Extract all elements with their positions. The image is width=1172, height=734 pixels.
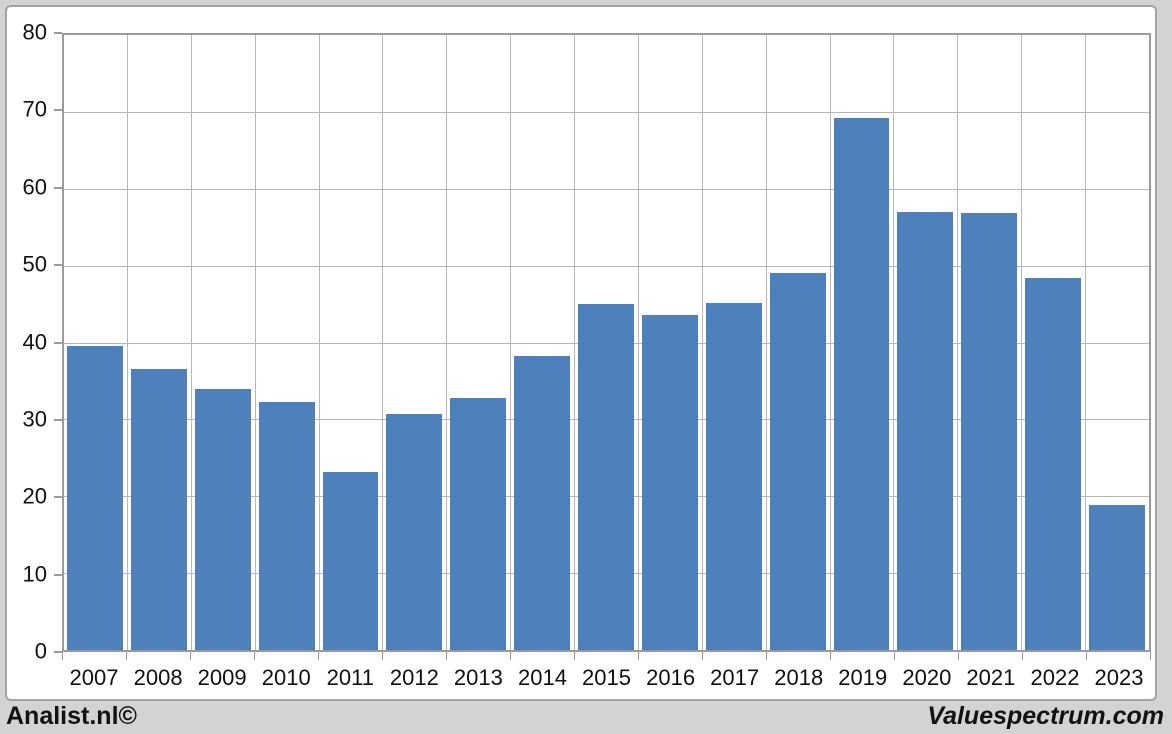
x-tick-slot-2011 [319, 652, 383, 660]
bar-2015 [578, 304, 634, 650]
bar-2019 [833, 118, 890, 650]
bar-slots [64, 35, 1149, 650]
y-tick-50 [54, 264, 62, 267]
gridline-y-70 [64, 111, 1149, 113]
bar-slot-2007 [64, 35, 128, 650]
x-tick-label-2019: 2019 [838, 665, 888, 690]
bar-slot-2022 [1022, 35, 1086, 650]
bar-slot-2012 [383, 35, 448, 650]
bar-slot-2021 [958, 35, 1023, 650]
x-axis-ticks [62, 652, 1151, 660]
gridline-y-60 [64, 188, 1149, 190]
x-tick-label-2017: 2017 [710, 665, 760, 690]
bar-slot-2009 [192, 35, 256, 650]
y-tick-label-70: 70 [22, 96, 47, 122]
y-tick-70 [54, 109, 62, 112]
x-tick-label-2016: 2016 [646, 665, 696, 690]
chart-panel: 0 10 20 30 40 50 60 70 80 2007 2008 2009 2010 2011 20… [5, 5, 1157, 701]
y-tick-label-20: 20 [22, 483, 47, 509]
bar-2012 [386, 414, 443, 650]
bar-2013 [450, 397, 507, 650]
bar-2008 [130, 369, 187, 650]
x-tick-label-2015: 2015 [582, 665, 631, 690]
bar-2014 [514, 355, 570, 650]
gridline-y-50 [64, 265, 1149, 267]
y-tick-label-0: 0 [34, 638, 47, 664]
x-tick-label-2009: 2009 [197, 665, 247, 690]
y-tick-label-10: 10 [22, 561, 47, 587]
y-tick-label-30: 30 [22, 406, 47, 432]
x-tick-slot-2020 [895, 652, 959, 660]
bar-slot-2015 [575, 35, 639, 650]
y-tick-20 [54, 496, 62, 499]
x-tick-slot-2015 [575, 652, 639, 660]
x-tick-label-2011: 2011 [326, 665, 374, 690]
x-tick-slot-2021 [959, 652, 1023, 660]
bar-2016 [641, 314, 698, 650]
bar-slot-2018 [767, 35, 831, 650]
x-tick-slot-2013 [447, 652, 511, 660]
bar-2009 [194, 388, 251, 650]
x-tick-slot-2018 [767, 652, 831, 660]
bar-2017 [705, 303, 762, 650]
x-axis-labels: 2007 2008 2009 2010 2011 2012 2013 2014 2015 2016… [62, 665, 1151, 691]
bar-2007 [67, 345, 123, 650]
bar-2023 [1089, 504, 1145, 650]
x-tick-label-2018: 2018 [774, 665, 824, 690]
y-tick-10 [54, 573, 62, 576]
bar-2011 [322, 471, 379, 650]
x-tick-label-2020: 2020 [902, 665, 952, 690]
x-tick-label-2010: 2010 [261, 665, 311, 690]
bar-slot-2008 [128, 35, 192, 650]
footer-valuespectrum-credit: Valuespectrum.com [927, 702, 1164, 730]
bar-slot-2023 [1086, 35, 1149, 650]
x-tick-label-2023: 2023 [1094, 665, 1144, 690]
y-tick-60 [54, 186, 62, 189]
x-tick-label-2012: 2012 [389, 665, 439, 690]
y-tick-label-50: 50 [22, 251, 47, 277]
y-tick-40 [54, 341, 62, 344]
bar-2018 [769, 273, 826, 650]
y-tick-label-80: 80 [22, 19, 47, 45]
bar-slot-2014 [511, 35, 575, 650]
y-tick-label-40: 40 [22, 329, 47, 355]
x-tick-slot-2019 [831, 652, 895, 660]
y-tick-80 [54, 32, 62, 34]
bar-slot-2019 [831, 35, 895, 650]
bar-slot-2016 [639, 35, 703, 650]
x-tick-slot-2016 [639, 652, 703, 660]
x-tick-slot-2014 [511, 652, 575, 660]
x-tick-slot-2010 [255, 652, 319, 660]
bar-slot-2013 [447, 35, 512, 650]
y-tick-0 [54, 651, 62, 653]
x-tick-slot-2017 [703, 652, 767, 660]
y-axis: 0 10 20 30 40 50 60 70 80 [7, 21, 62, 662]
bar-2022 [1025, 277, 1081, 650]
bar-slot-2020 [894, 35, 959, 650]
bar-2020 [897, 211, 954, 650]
bar-slot-2010 [256, 35, 320, 650]
x-tick-slot-2012 [383, 652, 447, 660]
y-tick-label-60: 60 [22, 174, 47, 200]
x-tick-label-2007: 2007 [69, 665, 119, 690]
bar-slot-2011 [320, 35, 384, 650]
footer-analist-credit: Analist.nl© [6, 702, 137, 730]
y-tick-30 [54, 418, 62, 421]
plot-area [62, 33, 1151, 652]
x-tick-slot-2022 [1023, 652, 1087, 660]
x-tick-slot-2009 [191, 652, 255, 660]
x-tick-label-2014: 2014 [517, 665, 567, 690]
x-tick-slot-2023 [1087, 652, 1151, 660]
x-tick-label-2021: 2021 [966, 665, 1016, 690]
x-tick-label-2013: 2013 [453, 665, 503, 690]
x-tick-label-2008: 2008 [133, 665, 183, 690]
x-tick-slot-2007 [62, 652, 127, 660]
x-tick-slot-2008 [127, 652, 191, 660]
bar-2010 [258, 402, 315, 650]
bar-slot-2017 [703, 35, 767, 650]
x-tick-label-2022: 2022 [1030, 665, 1080, 690]
bar-2021 [961, 213, 1018, 650]
